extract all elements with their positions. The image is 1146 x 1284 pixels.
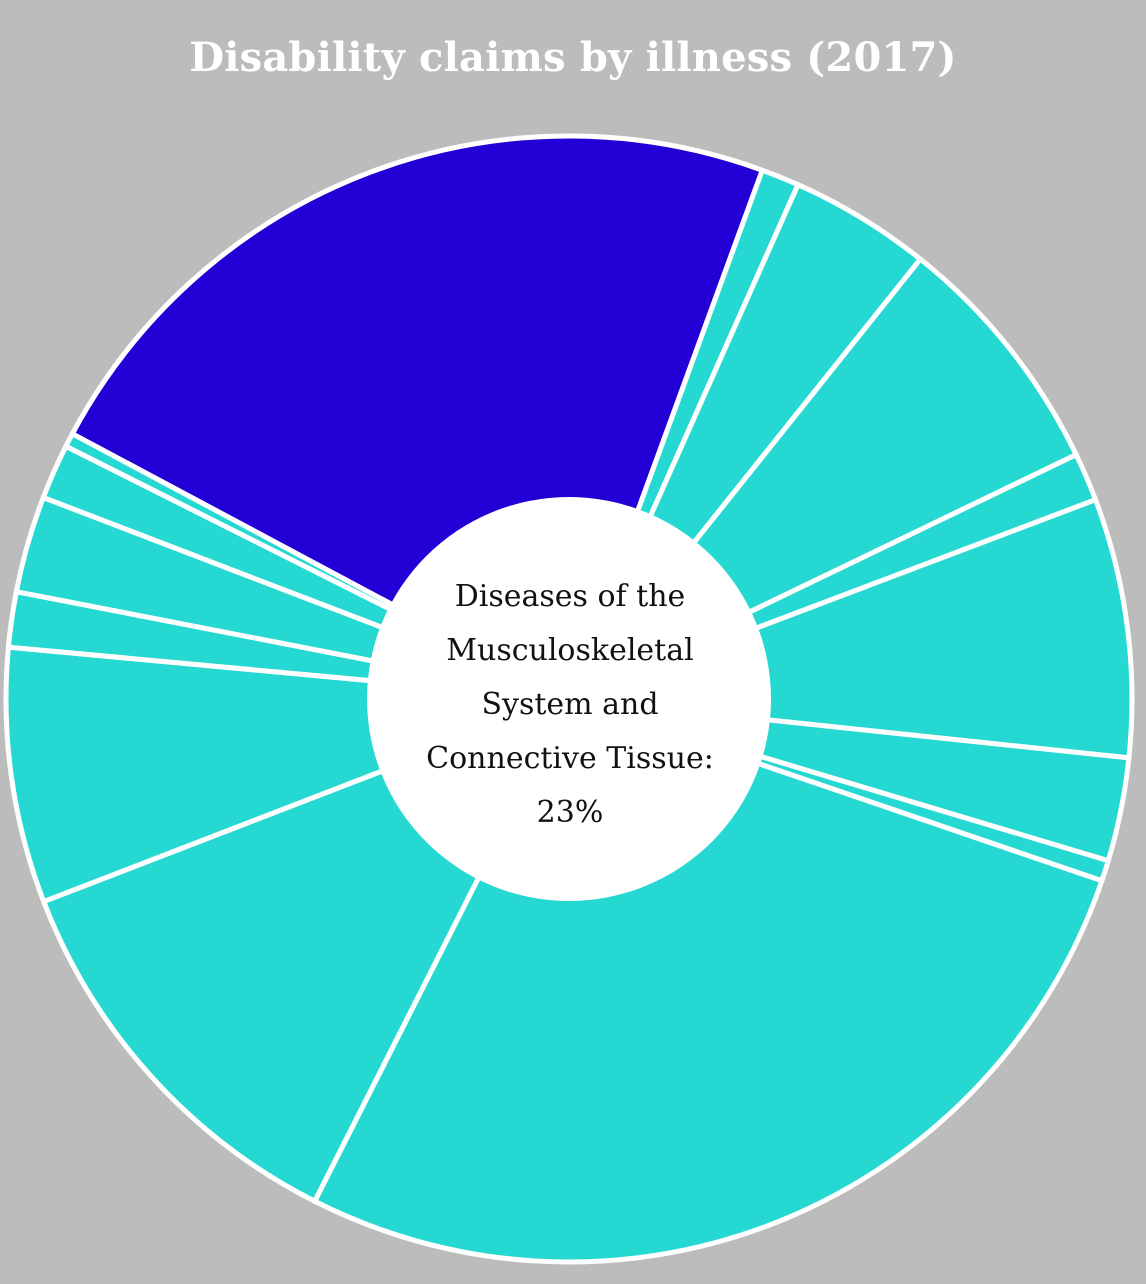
center-label-value: 23% (536, 795, 604, 830)
center-label-line-3: System and (481, 687, 659, 722)
chart-title: Disability claims by illness (2017) (189, 34, 957, 81)
center-label-line-1: Diseases of the (454, 579, 686, 614)
center-label-line-2: Musculoskeletal (446, 633, 694, 668)
center-label: Diseases of the Musculoskeletal System a… (390, 570, 750, 840)
center-label-line-4: Connective Tissue: (426, 741, 714, 776)
donut-hole (367, 497, 771, 901)
